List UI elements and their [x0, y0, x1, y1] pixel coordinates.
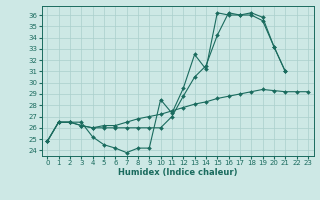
X-axis label: Humidex (Indice chaleur): Humidex (Indice chaleur): [118, 168, 237, 177]
